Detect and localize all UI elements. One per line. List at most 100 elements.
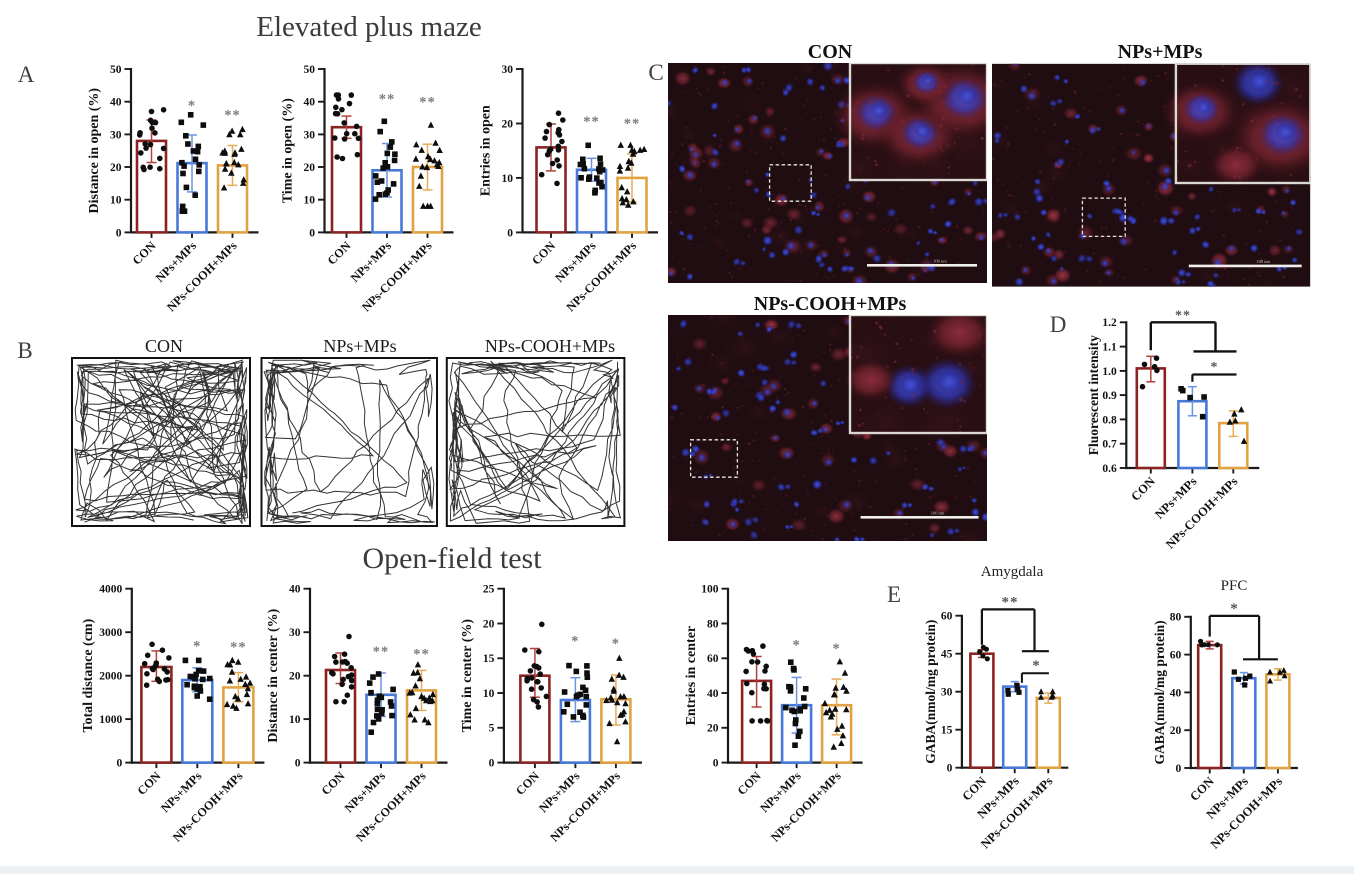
svg-text:GABA(nmol/mg protein): GABA(nmol/mg protein)	[1152, 620, 1167, 764]
svg-text:30: 30	[289, 627, 301, 639]
svg-text:*: *	[193, 638, 201, 654]
svg-text:15: 15	[483, 653, 495, 665]
svg-text:NPs-COOH+MPs: NPs-COOH+MPs	[359, 238, 435, 314]
svg-text:10: 10	[502, 173, 514, 185]
svg-text:D: D	[1050, 312, 1067, 337]
svg-text:CON: CON	[145, 336, 183, 356]
svg-text:C: C	[648, 60, 663, 85]
svg-text:PFC: PFC	[1221, 578, 1248, 594]
svg-text:0: 0	[489, 758, 495, 770]
svg-text:E: E	[887, 582, 901, 607]
svg-text:20: 20	[289, 671, 301, 683]
svg-text:0: 0	[309, 227, 315, 239]
svg-text:**: **	[1002, 594, 1019, 610]
svg-text:1.2: 1.2	[1102, 317, 1117, 329]
svg-text:10: 10	[110, 195, 122, 207]
svg-text:10: 10	[483, 688, 495, 700]
svg-text:**: **	[624, 116, 641, 132]
svg-text:0.8: 0.8	[1102, 414, 1117, 426]
svg-text:0: 0	[295, 758, 301, 770]
svg-text:40: 40	[707, 688, 719, 700]
svg-text:Distance in open (%): Distance in open (%)	[87, 88, 102, 214]
svg-text:20: 20	[1170, 725, 1182, 737]
svg-text:**: **	[413, 646, 430, 662]
svg-text:*: *	[612, 636, 620, 652]
svg-text:NPs-COOH+MPs: NPs-COOH+MPs	[164, 238, 240, 314]
svg-text:Amygdala: Amygdala	[981, 564, 1044, 580]
svg-text:A: A	[18, 62, 35, 87]
svg-text:CON: CON	[808, 41, 853, 63]
svg-text:5: 5	[489, 723, 495, 735]
svg-text:20: 20	[110, 162, 122, 174]
svg-text:80: 80	[707, 618, 719, 630]
svg-text:*: *	[832, 641, 840, 657]
svg-text:40: 40	[304, 97, 316, 109]
svg-text:2000: 2000	[99, 671, 122, 683]
svg-text:CON: CON	[959, 774, 989, 804]
svg-text:50: 50	[304, 64, 316, 76]
svg-text:GABA(nmol/mg protein): GABA(nmol/mg protein)	[923, 620, 938, 764]
svg-text:**: **	[230, 639, 247, 655]
svg-text:Entries in center: Entries in center	[684, 626, 699, 726]
svg-text:100: 100	[701, 584, 719, 596]
svg-text:*: *	[792, 638, 800, 654]
svg-text:Total distance (cm): Total distance (cm)	[81, 618, 96, 732]
svg-text:25: 25	[483, 584, 495, 596]
svg-text:CON: CON	[529, 238, 558, 267]
svg-text:**: **	[1175, 308, 1191, 323]
svg-text:20: 20	[483, 618, 495, 630]
svg-text:**: **	[583, 114, 600, 130]
svg-text:0: 0	[947, 763, 953, 775]
svg-text:Fluorescent intensity: Fluorescent intensity	[1086, 335, 1101, 455]
svg-text:NPs-COOH+MPs: NPs-COOH+MPs	[485, 336, 615, 356]
svg-text:0: 0	[507, 227, 513, 239]
svg-text:80: 80	[1170, 612, 1182, 624]
svg-text:1000: 1000	[99, 714, 122, 726]
svg-text:0: 0	[116, 227, 122, 239]
svg-text:45: 45	[941, 649, 953, 661]
svg-text:CON: CON	[130, 238, 159, 267]
svg-text:NPs-COOH+MPs: NPs-COOH+MPs	[547, 769, 623, 845]
svg-text:*: *	[1032, 658, 1040, 674]
svg-text:NPs-COOH+MPs: NPs-COOH+MPs	[353, 769, 429, 845]
svg-text:100 um: 100 um	[933, 258, 947, 263]
svg-text:0.7: 0.7	[1102, 439, 1117, 451]
svg-text:60: 60	[941, 611, 953, 623]
svg-text:10: 10	[289, 714, 301, 726]
svg-text:1.1: 1.1	[1102, 342, 1117, 354]
svg-text:Distance in center (%): Distance in center (%)	[266, 608, 281, 742]
svg-text:CON: CON	[735, 769, 764, 798]
svg-text:CON: CON	[513, 769, 542, 798]
svg-text:0: 0	[713, 758, 719, 770]
svg-text:20: 20	[502, 118, 514, 130]
svg-text:NPs-COOH+MPs: NPs-COOH+MPs	[768, 769, 844, 845]
svg-text:NPs-COOH+MPs: NPs-COOH+MPs	[564, 238, 640, 314]
svg-text:3000: 3000	[99, 627, 122, 639]
svg-text:NPs+MPs: NPs+MPs	[323, 336, 396, 356]
svg-text:*: *	[1230, 601, 1238, 617]
svg-text:Entries in open: Entries in open	[479, 105, 494, 196]
svg-text:*: *	[188, 98, 196, 114]
svg-text:**: **	[224, 108, 241, 124]
svg-text:0.6: 0.6	[1102, 463, 1117, 475]
svg-text:10: 10	[304, 195, 316, 207]
svg-text:**: **	[373, 644, 390, 660]
svg-text:CON: CON	[1187, 774, 1217, 804]
svg-text:20: 20	[304, 162, 316, 174]
svg-text:30: 30	[110, 129, 122, 141]
svg-text:50: 50	[110, 64, 122, 76]
svg-text:0: 0	[1176, 763, 1182, 775]
svg-text:Time in center (%): Time in center (%)	[460, 619, 475, 733]
svg-text:30: 30	[502, 64, 514, 76]
svg-text:60: 60	[1170, 650, 1182, 662]
svg-text:0.9: 0.9	[1102, 390, 1117, 402]
svg-text:**: **	[379, 91, 396, 107]
svg-text:100 um: 100 um	[1256, 259, 1270, 264]
svg-text:30: 30	[304, 129, 316, 141]
svg-text:40: 40	[110, 97, 122, 109]
svg-text:4000: 4000	[99, 584, 122, 596]
svg-text:**: **	[419, 95, 436, 111]
svg-text:1.0: 1.0	[1102, 366, 1117, 378]
svg-text:CON: CON	[325, 238, 354, 267]
svg-text:Open-field test: Open-field test	[362, 542, 542, 575]
